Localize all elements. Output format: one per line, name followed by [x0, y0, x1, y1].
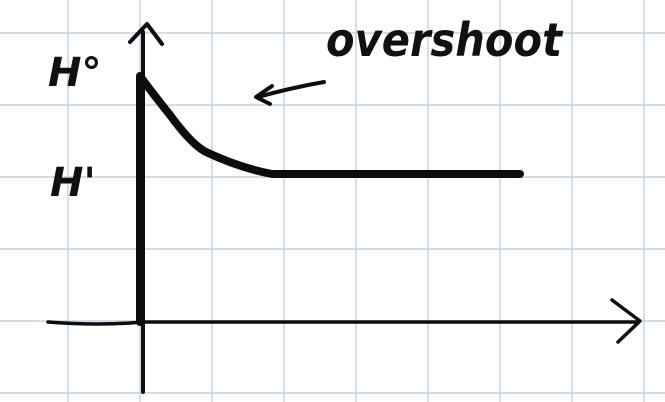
- h-one-label: H': [50, 160, 96, 206]
- annotation-arrowhead: [254, 84, 274, 106]
- annotation-arrow-shaft: [256, 80, 326, 99]
- overshoot-annotation: overshoot: [326, 13, 564, 67]
- response-curve: [136, 72, 524, 326]
- y-axis-arrowhead: [128, 22, 164, 46]
- x-axis-arrowhead: [610, 298, 642, 344]
- h-zero-label: H°: [48, 50, 101, 96]
